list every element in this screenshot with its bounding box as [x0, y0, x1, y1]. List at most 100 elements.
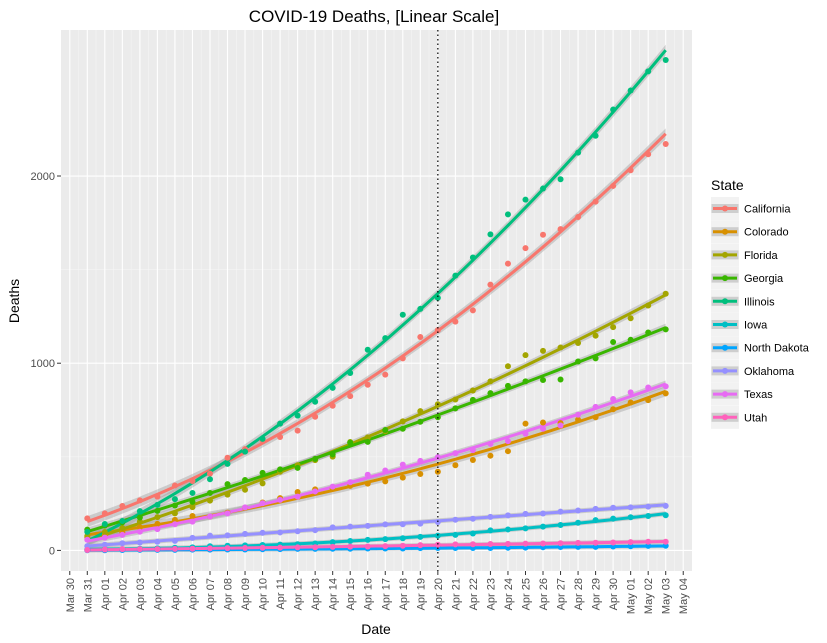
data-point — [610, 515, 617, 522]
x-tick-label: Apr 28 — [573, 578, 585, 610]
data-point — [522, 540, 529, 547]
data-point — [242, 530, 249, 537]
data-point — [557, 508, 564, 515]
data-point — [277, 466, 284, 473]
data-point — [557, 521, 564, 528]
y-tick-label: 2000 — [31, 171, 55, 183]
legend-label: Illinois — [744, 296, 775, 308]
data-point — [224, 460, 231, 467]
data-point — [277, 433, 284, 440]
data-point — [504, 512, 511, 519]
data-point — [610, 339, 617, 346]
data-point — [224, 532, 231, 539]
data-point — [119, 546, 126, 553]
legend-key-point — [722, 251, 728, 258]
data-point — [259, 529, 266, 536]
data-point — [662, 512, 669, 519]
x-axis-title: Date — [361, 621, 391, 637]
x-tick-label: Apr 25 — [520, 578, 532, 610]
data-point — [487, 390, 494, 397]
x-tick-label: Apr 21 — [450, 578, 462, 610]
data-point — [452, 450, 459, 457]
data-point — [540, 419, 547, 426]
data-point — [364, 536, 371, 543]
data-point — [487, 513, 494, 520]
data-point — [662, 502, 669, 509]
data-point — [171, 516, 178, 523]
data-point — [645, 542, 652, 549]
data-point — [189, 534, 196, 541]
data-point — [417, 305, 424, 312]
data-point — [557, 376, 564, 383]
data-point — [224, 481, 231, 488]
legend-key-point — [722, 391, 728, 398]
data-point — [662, 383, 669, 390]
data-point — [312, 398, 319, 405]
data-point — [347, 393, 354, 400]
data-point — [540, 347, 547, 354]
data-point — [329, 384, 336, 391]
data-point — [154, 493, 161, 500]
x-tick-label: Apr 01 — [100, 578, 112, 610]
data-point — [627, 504, 634, 511]
data-point — [662, 390, 669, 397]
confidence-band — [87, 290, 666, 545]
data-point — [540, 523, 547, 530]
data-point — [434, 541, 441, 548]
legend-key-point — [722, 344, 728, 351]
data-point — [171, 537, 178, 544]
data-point — [575, 519, 582, 526]
data-point — [364, 480, 371, 487]
data-point — [504, 382, 511, 389]
data-point — [434, 454, 441, 461]
data-point — [645, 384, 652, 391]
data-point — [469, 530, 476, 537]
data-point — [575, 539, 582, 546]
x-tick-label: Apr 19 — [415, 578, 427, 610]
data-point — [84, 528, 91, 535]
data-point — [627, 389, 634, 396]
data-point — [189, 545, 196, 552]
data-point — [417, 520, 424, 527]
x-axis: Mar 30 Mar 31 Apr 01 Apr 02 Apr 03 Apr 04 Apr … — [65, 571, 690, 614]
data-point — [154, 514, 161, 521]
legend-key-point — [722, 275, 728, 282]
chart-title: COVID-19 Deaths, [Linear Scale] — [249, 7, 499, 26]
y-tick-label: 0 — [49, 545, 55, 557]
data-point — [382, 478, 389, 485]
data-point — [575, 358, 582, 365]
data-point — [329, 402, 336, 409]
data-point — [592, 517, 599, 524]
data-point — [364, 522, 371, 529]
data-point — [662, 141, 669, 147]
data-point — [592, 332, 599, 339]
data-point — [487, 231, 494, 238]
data-point — [627, 167, 634, 174]
x-tick-label: Apr 22 — [468, 578, 480, 610]
data-point — [329, 483, 336, 490]
x-tick-label: Apr 20 — [433, 578, 445, 610]
data-point — [206, 476, 213, 483]
confidence-band — [87, 380, 666, 545]
data-point — [294, 493, 301, 500]
data-point — [662, 326, 669, 333]
data-point — [627, 399, 634, 406]
data-point — [224, 510, 231, 517]
data-point — [399, 425, 406, 432]
data-point — [627, 539, 634, 546]
data-point — [469, 456, 476, 463]
data-point — [329, 543, 336, 550]
data-point — [610, 106, 617, 113]
data-point — [662, 56, 669, 63]
x-tick-label: Apr 13 — [310, 578, 322, 610]
data-point — [101, 510, 108, 517]
data-point — [189, 518, 196, 525]
data-point — [469, 307, 476, 314]
data-point — [592, 198, 599, 205]
trend-line — [87, 382, 667, 543]
data-point — [399, 355, 406, 362]
trend-line — [86, 132, 667, 523]
data-point — [242, 504, 249, 511]
data-point — [522, 378, 529, 385]
data-point — [347, 538, 354, 545]
